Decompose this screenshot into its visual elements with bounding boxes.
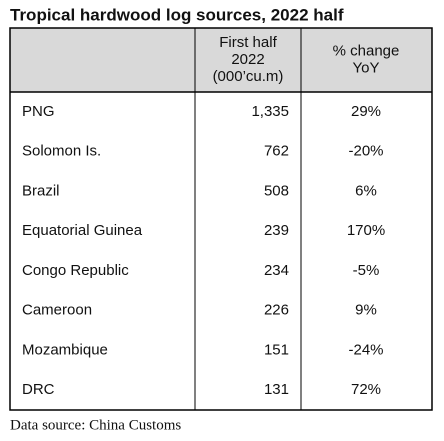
volume-cell: 234 — [264, 262, 289, 279]
header-cell: First half — [219, 34, 277, 51]
change-cell: -20% — [348, 143, 383, 160]
change-cell: 29% — [351, 103, 381, 120]
title: Tropical hardwood log sources, 2022 half — [10, 5, 344, 24]
change-cell: -5% — [353, 262, 380, 279]
header-cell: % change — [333, 42, 400, 59]
header-cell: (000’cu.m) — [213, 68, 284, 85]
change-cell: 6% — [355, 182, 377, 199]
header-cell: 2022 — [231, 51, 264, 68]
table-border — [9, 27, 433, 411]
source-note: Data source: China Customs — [10, 417, 181, 433]
row-label: Solomon Is. — [22, 143, 101, 160]
volume-cell: 131 — [264, 381, 289, 398]
row-label: Congo Republic — [22, 262, 129, 279]
volume-cell: 762 — [264, 143, 289, 160]
change-cell: 170% — [347, 222, 385, 239]
header-background — [10, 28, 432, 92]
volume-cell: 226 — [264, 302, 289, 319]
change-cell: 9% — [355, 302, 377, 319]
row-label: Brazil — [22, 182, 60, 199]
row-label: PNG — [22, 103, 55, 120]
row-label: Cameroon — [22, 302, 92, 319]
volume-cell: 508 — [264, 182, 289, 199]
row-label: DRC — [22, 381, 55, 398]
row-label: Mozambique — [22, 341, 108, 358]
volume-cell: 1,335 — [251, 103, 289, 120]
change-cell: -24% — [348, 341, 383, 358]
volume-cell: 239 — [264, 222, 289, 239]
row-label: Equatorial Guinea — [22, 222, 143, 239]
volume-cell: 151 — [264, 341, 289, 358]
header-cell: YoY — [353, 59, 380, 76]
change-cell: 72% — [351, 381, 381, 398]
